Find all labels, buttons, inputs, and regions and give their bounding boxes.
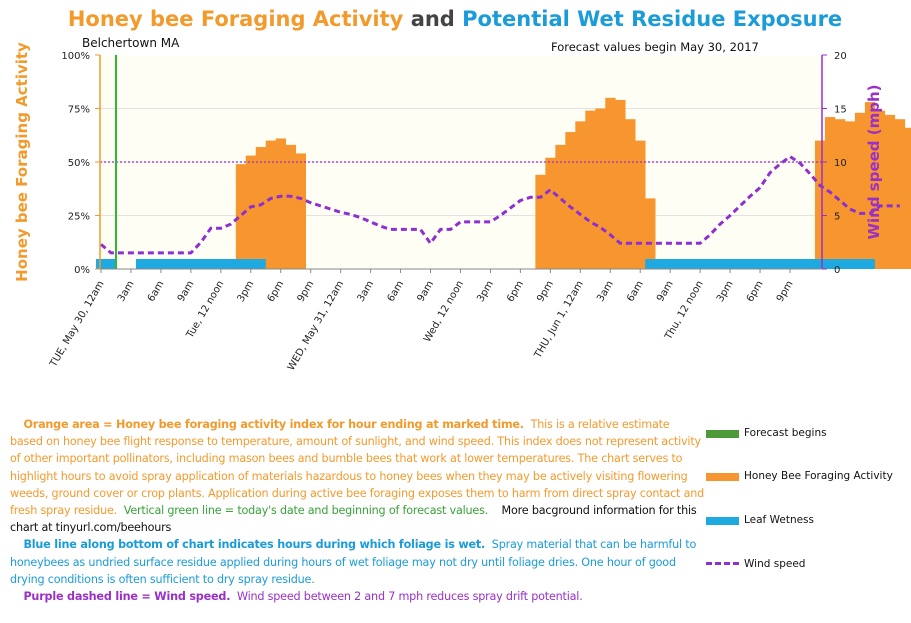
blue-heading: Blue line along bottom of chart indicate… <box>23 538 486 552</box>
leaf-wetness-segments <box>96 259 875 269</box>
x-tick-label: 9pm <box>775 279 796 304</box>
legend-swatch-forecast <box>706 430 739 438</box>
x-tick-label: 6pm <box>266 279 287 304</box>
y2-tick-label: 15 <box>834 105 847 116</box>
y2-tick-label: 20 <box>834 51 847 62</box>
foraging-bar <box>904 127 911 269</box>
y2-tick-label: 5 <box>834 212 840 223</box>
leaf-wetness-segment <box>96 259 116 269</box>
x-tick-label: 9am <box>655 279 676 304</box>
foraging-bar <box>565 132 576 269</box>
x-tick-label: 3pm <box>715 279 736 304</box>
x-tick-label: 6pm <box>505 279 526 304</box>
leaf-wetness-segment <box>645 259 875 269</box>
foraging-bar <box>864 102 876 269</box>
right-axis-ticks: 0 5 10 15 20 <box>822 51 847 276</box>
right-axis-label: Wind speed (mph) <box>865 84 883 239</box>
purple-heading: Purple dashed line = Wind speed. <box>23 590 231 604</box>
foraging-bar <box>585 110 596 269</box>
info-text: More bacground information for this char… <box>10 504 697 535</box>
x-tick-label: 3pm <box>236 279 257 304</box>
description: Orange area = Honey bee foraging activit… <box>10 416 705 605</box>
legend-label-wind: Wind speed <box>744 558 806 570</box>
foraging-bar <box>595 108 606 269</box>
foraging-bar <box>894 119 906 269</box>
chart-title: Honey bee Foraging Activity and Potentia… <box>68 7 842 31</box>
foraging-bar <box>844 121 856 269</box>
legend-label-forecast: Forecast begins <box>744 427 827 439</box>
foraging-bar <box>615 99 626 269</box>
foraging-bar <box>535 174 546 269</box>
x-tick-label: 9pm <box>296 279 317 304</box>
green-text: Vertical green line = today's date and b… <box>123 504 489 518</box>
legend-label-leaf-wetness: Leaf Wetness <box>744 514 814 526</box>
foraging-bar <box>265 140 277 269</box>
y2-tick-label: 10 <box>834 158 847 169</box>
location-label: Belchertown MA <box>82 36 180 50</box>
left-axis-label: Honey bee Foraging Activity <box>13 42 31 282</box>
y2-tick-label: 0 <box>834 265 840 276</box>
left-axis-ticks: 0% 25% 50% 75% 100% <box>61 51 100 276</box>
x-tick-label: 9am <box>415 279 436 304</box>
foraging-bar <box>255 147 267 269</box>
x-tick-label: 9pm <box>535 279 556 304</box>
foraging-bar <box>884 114 896 269</box>
foraging-bar <box>245 155 257 269</box>
title-part-3: Potential Wet Residue Exposure <box>462 7 842 31</box>
foraging-bar <box>275 138 287 269</box>
foraging-bar <box>635 140 646 269</box>
x-tick-label: 6am <box>146 279 167 304</box>
legend-swatch-foraging <box>706 473 739 481</box>
x-tick-label: 3am <box>595 279 616 304</box>
x-tick-label: 9am <box>176 279 197 304</box>
foraging-bar <box>555 144 566 269</box>
foraging-bar <box>295 153 307 269</box>
foraging-bar <box>285 144 297 269</box>
legend-label-foraging: Honey Bee Foraging Activity <box>744 470 893 482</box>
foraging-bar <box>575 121 586 269</box>
orange-text: This is a relative estimate based on hon… <box>10 418 705 518</box>
leaf-wetness-segment <box>135 259 266 269</box>
legend-swatch-wind <box>706 562 739 565</box>
foraging-bar <box>834 119 846 269</box>
foraging-bar <box>545 157 556 269</box>
y-tick-label: 25% <box>68 212 90 223</box>
blue-text: Spray material that can be harmful to ho… <box>10 538 697 586</box>
foraging-bar <box>235 164 247 269</box>
foraging-bar <box>605 97 616 269</box>
foraging-bar <box>814 140 826 269</box>
x-tick-label: 6am <box>386 279 407 304</box>
foraging-bar <box>645 198 656 269</box>
purple-text: Wind speed between 2 and 7 mph reduces s… <box>236 590 583 604</box>
x-tick-label: 3am <box>116 279 137 304</box>
chart: Honey bee Foraging Activity and Potentia… <box>13 7 911 373</box>
foraging-bar <box>854 112 866 269</box>
foraging-bar <box>625 119 636 269</box>
orange-heading: Orange area = Honey bee foraging activit… <box>23 418 524 431</box>
foraging-bar <box>874 110 886 269</box>
x-tick-label: 3am <box>356 279 377 304</box>
y-tick-label: 75% <box>68 105 90 116</box>
y-tick-label: 50% <box>68 158 90 169</box>
y-tick-label: 0% <box>74 265 90 276</box>
x-tick-label: WED, May 31, 12am <box>286 279 346 373</box>
x-tick-label: TUE, May 30, 12am <box>48 279 107 370</box>
legend-swatch-leaf-wetness <box>706 517 739 525</box>
y-tick-label: 100% <box>61 51 90 62</box>
forecast-note: Forecast values begin May 30, 2017 <box>551 40 759 54</box>
x-tick-label: 3pm <box>475 279 496 304</box>
title-part-2: and <box>411 7 455 31</box>
x-tick-label: 6pm <box>745 279 766 304</box>
x-tick-label: 6am <box>625 279 646 304</box>
title-part-1: Honey bee Foraging Activity <box>68 7 404 31</box>
